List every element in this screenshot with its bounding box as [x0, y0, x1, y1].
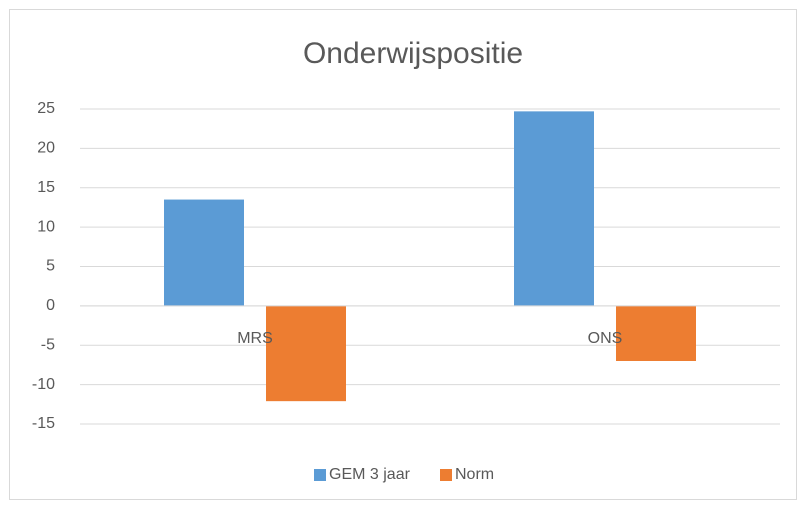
y-tick-label: 20	[37, 140, 55, 157]
x-tick-label: MRS	[237, 330, 273, 347]
y-tick-label: -10	[32, 376, 55, 393]
bar	[616, 305, 696, 361]
bar	[266, 305, 346, 402]
chart-title: Onderwijspositie	[303, 37, 523, 70]
y-tick-label: -5	[41, 336, 55, 353]
y-tick-label: 10	[37, 218, 55, 235]
y-tick-label: 5	[46, 258, 55, 275]
chart-border	[9, 9, 797, 500]
bar	[164, 199, 244, 306]
x-tick-label: ONS	[588, 330, 623, 347]
legend-label: Norm	[455, 466, 494, 483]
legend-label: GEM 3 jaar	[329, 466, 411, 483]
y-tick-label: -15	[32, 415, 55, 432]
y-tick-label: 25	[37, 100, 55, 117]
bar	[514, 111, 594, 306]
legend-swatch	[440, 469, 452, 481]
y-tick-label: 0	[46, 297, 55, 314]
y-tick-label: 15	[37, 179, 55, 196]
legend-swatch	[314, 469, 326, 481]
